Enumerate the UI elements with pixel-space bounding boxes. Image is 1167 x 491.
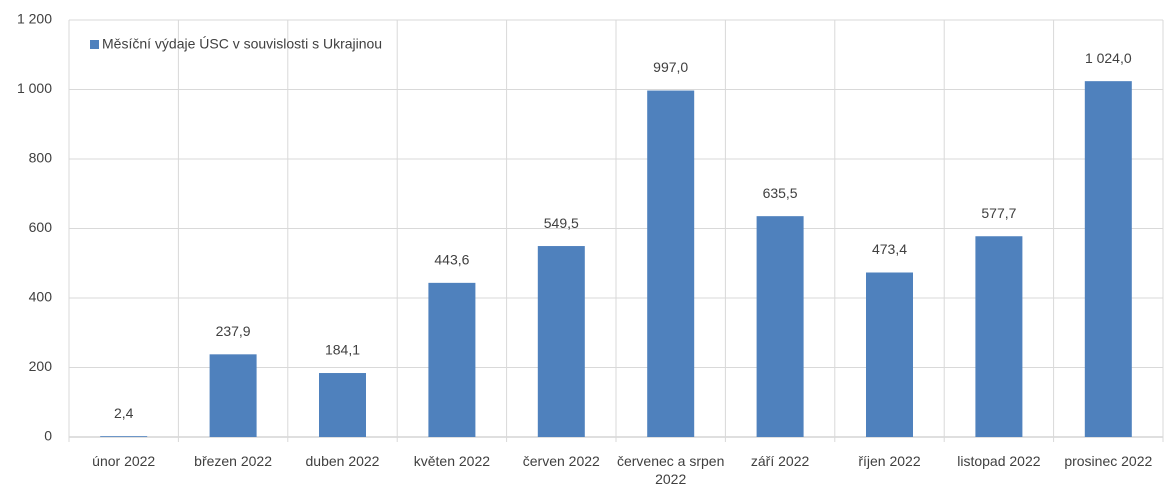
- bar: [209, 354, 257, 437]
- x-tick-label: duben 2022: [305, 453, 380, 469]
- data-label: 635,5: [763, 185, 798, 201]
- data-label: 1 024,0: [1085, 50, 1132, 66]
- bar: [647, 90, 695, 437]
- x-tick-label: únor 2022: [92, 453, 156, 469]
- data-label: 2,4: [114, 405, 134, 421]
- data-label: 237,9: [216, 323, 251, 339]
- data-label: 577,7: [981, 205, 1016, 221]
- y-tick-label: 600: [29, 219, 53, 235]
- x-tick-label: květen 2022: [413, 453, 491, 469]
- bar: [1084, 81, 1132, 437]
- bar: [428, 282, 476, 437]
- y-tick-label: 1 200: [17, 11, 52, 27]
- x-tick-label: září 2022: [750, 453, 810, 469]
- bar: [100, 436, 148, 437]
- bar: [319, 373, 366, 437]
- x-tick-label: červenec a srpen 2022: [616, 453, 725, 487]
- legend-label: Měsíční výdaje ÚSC v souvislosti s Ukraj…: [102, 36, 382, 52]
- x-tick-label: březen 2022: [194, 453, 272, 469]
- bar: [537, 246, 585, 437]
- legend-swatch: [90, 40, 99, 49]
- data-label: 997,0: [653, 59, 688, 75]
- bar: [756, 216, 804, 437]
- data-label: 443,6: [434, 252, 469, 268]
- x-tick-label: červen 2022: [522, 453, 600, 469]
- y-tick-label: 400: [29, 289, 53, 305]
- y-tick-label: 800: [29, 150, 53, 166]
- data-label: 549,5: [544, 215, 579, 231]
- x-tick-label: prosinec 2022: [1064, 453, 1153, 469]
- y-tick-label: 1 000: [17, 80, 52, 96]
- x-tick-label: říjen 2022: [858, 453, 921, 469]
- y-tick-label: 200: [29, 358, 53, 374]
- data-label: 473,4: [872, 241, 907, 257]
- bar: [866, 272, 913, 437]
- data-label: 184,1: [325, 342, 360, 358]
- y-tick-label: 0: [44, 428, 52, 444]
- x-tick-label: listopad 2022: [957, 453, 1041, 469]
- bar: [975, 236, 1023, 437]
